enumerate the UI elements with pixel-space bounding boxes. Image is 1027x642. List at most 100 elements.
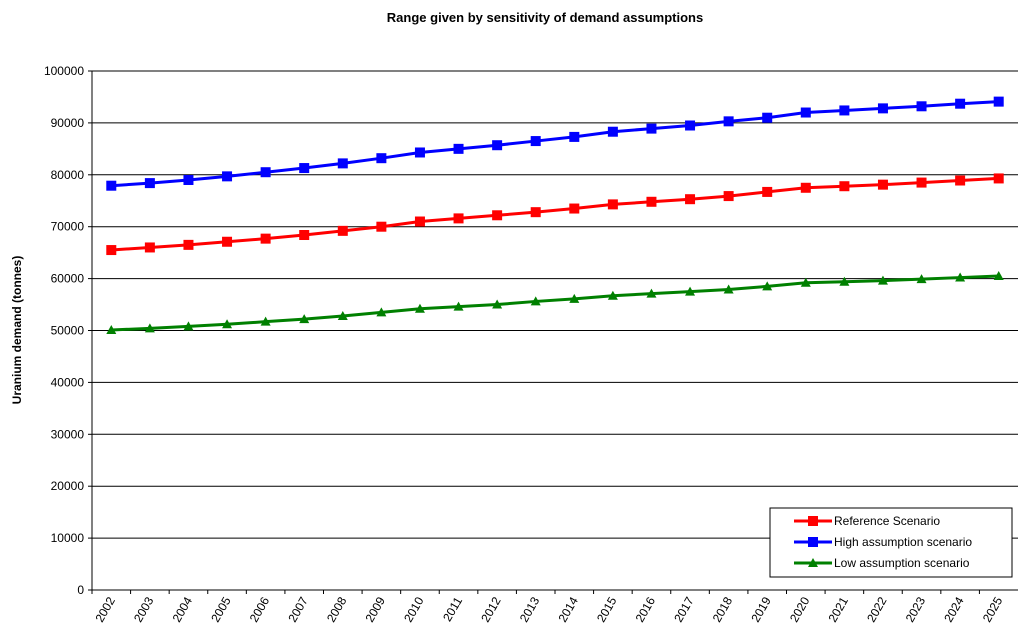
legend-marker <box>808 537 818 547</box>
data-point <box>260 167 271 178</box>
data-point <box>144 242 155 253</box>
data-point <box>106 324 117 334</box>
data-point <box>685 120 696 131</box>
data-point <box>916 274 927 284</box>
data-point <box>453 301 464 311</box>
x-tick-label: 2005 <box>208 594 234 624</box>
x-tick-label: 2009 <box>362 594 388 624</box>
x-tick-label: 2011 <box>440 594 465 624</box>
data-point <box>723 284 734 294</box>
x-tick-label: 2012 <box>478 594 504 624</box>
data-point <box>569 293 580 303</box>
data-point <box>839 181 850 192</box>
data-point <box>530 207 541 218</box>
y-tick-label: 70000 <box>51 220 85 234</box>
data-point <box>183 321 194 331</box>
x-tick-label: 2008 <box>324 594 350 624</box>
data-point <box>299 163 310 174</box>
x-tick-label: 2004 <box>170 594 196 624</box>
data-point <box>646 288 657 298</box>
y-tick-label: 50000 <box>51 324 85 338</box>
y-tick-label: 90000 <box>51 116 85 130</box>
data-point <box>839 276 850 286</box>
data-point <box>646 196 657 207</box>
data-point <box>955 175 966 186</box>
x-tick-label: 2015 <box>594 594 620 624</box>
data-point <box>144 178 155 189</box>
y-tick-label: 20000 <box>51 479 85 493</box>
data-point <box>183 239 194 250</box>
data-point <box>492 210 503 221</box>
x-tick-label: 2017 <box>671 594 697 624</box>
data-point <box>607 199 618 210</box>
y-tick-label: 10000 <box>51 531 85 545</box>
data-point <box>144 323 155 333</box>
data-point <box>607 290 618 300</box>
x-tick-label: 2006 <box>247 594 273 624</box>
data-point <box>993 173 1004 184</box>
chart-title: Range given by sensitivity of demand ass… <box>387 10 703 25</box>
data-point <box>839 105 850 116</box>
series-line <box>111 100 999 188</box>
y-tick-label: 60000 <box>51 272 85 286</box>
data-point <box>723 191 734 202</box>
data-point <box>222 171 233 182</box>
y-tick-label: 40000 <box>51 375 85 389</box>
y-tick-label: 100000 <box>44 64 84 78</box>
data-point <box>492 299 503 309</box>
legend-marker <box>808 516 818 526</box>
data-point <box>492 140 503 151</box>
data-point <box>993 271 1004 281</box>
data-point <box>530 296 541 306</box>
y-tick-label: 30000 <box>51 427 85 441</box>
x-tick-label: 2014 <box>555 594 581 624</box>
data-point <box>723 116 734 127</box>
data-point <box>337 310 348 320</box>
data-point <box>414 303 425 313</box>
legend-label: Reference Scenario <box>834 514 940 528</box>
data-point <box>299 314 310 324</box>
y-tick-label: 80000 <box>51 168 85 182</box>
data-point <box>260 233 271 244</box>
data-point <box>916 177 927 188</box>
data-point <box>414 216 425 227</box>
data-point <box>877 103 888 114</box>
data-point <box>183 174 194 185</box>
data-point <box>376 307 387 317</box>
data-point <box>569 203 580 214</box>
data-point <box>299 230 310 241</box>
series-line <box>111 176 999 252</box>
data-point <box>376 221 387 232</box>
data-point <box>222 236 233 247</box>
x-tick-label: 2025 <box>980 594 1006 624</box>
data-point <box>337 158 348 169</box>
x-tick-label: 2007 <box>285 594 311 624</box>
x-tick-label: 2023 <box>903 594 929 624</box>
data-point <box>453 213 464 224</box>
data-point <box>877 179 888 190</box>
data-point <box>993 96 1004 107</box>
data-point <box>106 245 117 256</box>
x-tick-label: 2018 <box>710 594 736 624</box>
legend-label: Low assumption scenario <box>834 556 970 570</box>
x-tick-label: 2003 <box>131 594 157 624</box>
x-tick-label: 2021 <box>825 594 851 624</box>
series-line <box>111 274 999 332</box>
data-point <box>762 112 773 123</box>
data-point <box>762 281 773 291</box>
x-tick-label: 2002 <box>92 594 118 624</box>
data-point <box>762 186 773 197</box>
data-point <box>955 98 966 109</box>
data-point <box>106 180 117 191</box>
x-tick-label: 2020 <box>787 594 813 624</box>
data-point <box>453 143 464 154</box>
data-point <box>414 147 425 158</box>
data-point <box>260 316 271 326</box>
data-point <box>646 123 657 134</box>
data-point <box>530 136 541 147</box>
data-point <box>877 275 888 285</box>
data-point <box>569 131 580 142</box>
data-point <box>337 225 348 236</box>
data-point <box>800 107 811 118</box>
